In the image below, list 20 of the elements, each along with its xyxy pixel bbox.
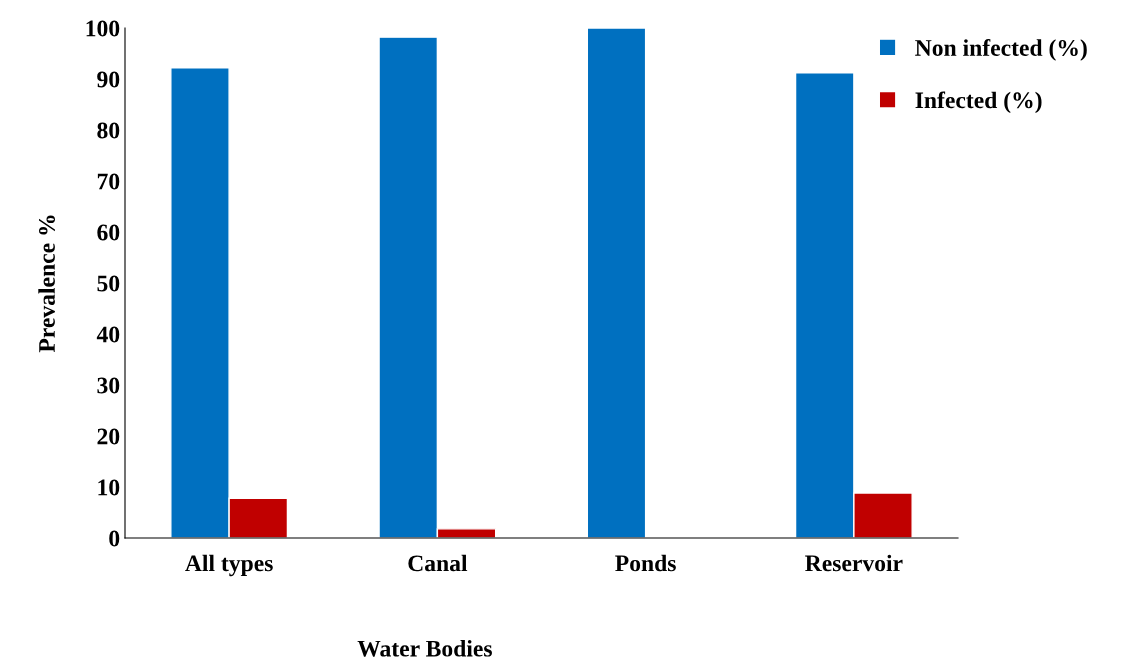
y-axis-title: Prevalence % (38, 215, 55, 353)
x-axis-title: Water Bodies (357, 640, 492, 657)
y-tick-label: 30 (97, 377, 120, 394)
legend-label: Infected (%) (915, 91, 1042, 114)
bar (586, 28, 647, 538)
y-tick-label: 90 (97, 71, 120, 88)
y-tick-label: 100 (86, 20, 120, 37)
x-tick-label: All types (185, 554, 273, 577)
y-tick-label: 70 (97, 173, 120, 190)
y-tick-label: 0 (109, 530, 120, 547)
y-tick-label: 80 (97, 122, 120, 139)
x-tick-label: Ponds (615, 554, 676, 572)
x-tick-label: Reservoir (805, 554, 903, 572)
y-tick-label: 60 (97, 224, 120, 241)
y-tick-label: 50 (97, 275, 120, 292)
y-tick-label: 20 (97, 428, 120, 445)
legend-label: Non infected (%) (915, 39, 1087, 61)
x-tick-label: Canal (408, 554, 468, 572)
y-tick-label: 40 (96, 326, 120, 343)
y-tick-label: 10 (98, 479, 120, 496)
